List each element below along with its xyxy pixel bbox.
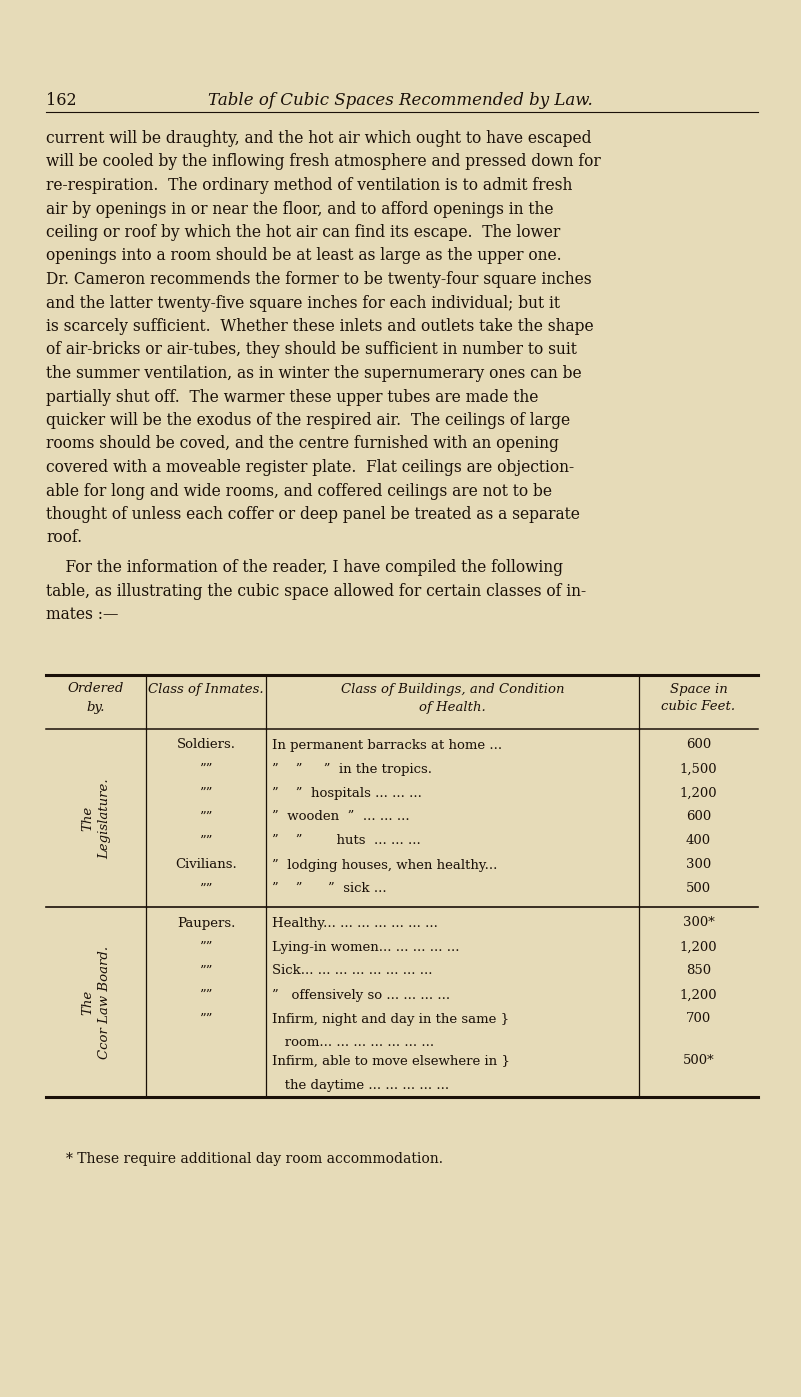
Text: Infirm, able to move elsewhere in }: Infirm, able to move elsewhere in }	[272, 1055, 510, 1067]
Text: rooms should be coved, and the centre furnished with an opening: rooms should be coved, and the centre fu…	[46, 436, 559, 453]
Text: ceiling or roof by which the hot air can find its escape.  The lower: ceiling or roof by which the hot air can…	[46, 224, 560, 242]
Text: air by openings in or near the floor, and to afford openings in the: air by openings in or near the floor, an…	[46, 201, 553, 218]
Text: ”    ”        huts  ... ... ...: ” ” huts ... ... ...	[272, 834, 421, 848]
Text: In permanent barracks at home ...: In permanent barracks at home ...	[272, 739, 502, 752]
Text: ””: ””	[199, 940, 213, 954]
Text: ”   offensively so ... ... ... ...: ” offensively so ... ... ... ...	[272, 989, 450, 1002]
Text: the daytime ... ... ... ... ...: the daytime ... ... ... ... ...	[272, 1078, 449, 1091]
Text: ””: ””	[199, 989, 213, 1002]
Text: 1,200: 1,200	[680, 989, 718, 1002]
Text: 300: 300	[686, 859, 711, 872]
Text: Table of Cubic Spaces Recommended by Law.: Table of Cubic Spaces Recommended by Law…	[207, 92, 593, 109]
Text: Lying-in women... ... ... ... ...: Lying-in women... ... ... ... ...	[272, 940, 460, 954]
Text: quicker will be the exodus of the respired air.  The ceilings of large: quicker will be the exodus of the respir…	[46, 412, 570, 429]
Text: mates :—: mates :—	[46, 606, 119, 623]
Text: ””: ””	[199, 883, 213, 895]
Text: ”    ”     ”  in the tropics.: ” ” ” in the tropics.	[272, 763, 432, 775]
Text: is scarcely sufficient.  Whether these inlets and outlets take the shape: is scarcely sufficient. Whether these in…	[46, 319, 594, 335]
Text: 1,200: 1,200	[680, 940, 718, 954]
Text: current will be draughty, and the hot air which ought to have escaped: current will be draughty, and the hot ai…	[46, 130, 591, 147]
Text: ”    ”      ”  sick ...: ” ” ” sick ...	[272, 883, 387, 895]
Text: Class of Buildings, and Condition
of Health.: Class of Buildings, and Condition of Hea…	[340, 683, 564, 714]
Text: 300*: 300*	[682, 916, 714, 929]
Text: The
Legislature.: The Legislature.	[81, 778, 111, 859]
Text: will be cooled by the inflowing fresh atmosphere and pressed down for: will be cooled by the inflowing fresh at…	[46, 154, 601, 170]
Text: partially shut off.  The warmer these upper tubes are made the: partially shut off. The warmer these upp…	[46, 388, 538, 405]
Text: 700: 700	[686, 1013, 711, 1025]
Text: Civilians.: Civilians.	[175, 859, 237, 872]
Text: The
Ccor Law Board.: The Ccor Law Board.	[81, 946, 111, 1059]
Text: ””: ””	[199, 810, 213, 823]
Text: covered with a moveable register plate.  Flat ceilings are objection-: covered with a moveable register plate. …	[46, 460, 574, 476]
Text: thought of unless each coffer or deep panel be treated as a separate: thought of unless each coffer or deep pa…	[46, 506, 580, 522]
Text: 850: 850	[686, 964, 711, 978]
Text: Sick... ... ... ... ... ... ... ...: Sick... ... ... ... ... ... ... ...	[272, 964, 433, 978]
Text: 162: 162	[46, 92, 77, 109]
Text: re-respiration.  The ordinary method of ventilation is to admit fresh: re-respiration. The ordinary method of v…	[46, 177, 573, 194]
Text: table, as illustrating the cubic space allowed for certain classes of in-: table, as illustrating the cubic space a…	[46, 583, 586, 599]
Text: ”    ”  hospitals ... ... ...: ” ” hospitals ... ... ...	[272, 787, 422, 799]
Text: able for long and wide rooms, and coffered ceilings are not to be: able for long and wide rooms, and coffer…	[46, 482, 552, 500]
Text: Space in
cubic Feet.: Space in cubic Feet.	[662, 683, 735, 714]
Text: the summer ventilation, as in winter the supernumerary ones can be: the summer ventilation, as in winter the…	[46, 365, 582, 381]
Text: Infirm, night and day in the same }: Infirm, night and day in the same }	[272, 1013, 509, 1025]
Text: ””: ””	[199, 964, 213, 978]
Text: ”  lodging houses, when healthy...: ” lodging houses, when healthy...	[272, 859, 497, 872]
Text: 600: 600	[686, 810, 711, 823]
Text: openings into a room should be at least as large as the upper one.: openings into a room should be at least …	[46, 247, 562, 264]
Text: 1,500: 1,500	[680, 763, 718, 775]
Text: 500: 500	[686, 883, 711, 895]
Text: 500*: 500*	[682, 1055, 714, 1067]
Text: ””: ””	[199, 763, 213, 775]
Text: Class of Inmates.: Class of Inmates.	[148, 683, 264, 696]
Text: ””: ””	[199, 787, 213, 799]
Text: ””: ””	[199, 1013, 213, 1025]
Text: Healthy... ... ... ... ... ... ...: Healthy... ... ... ... ... ... ...	[272, 916, 438, 929]
Text: 400: 400	[686, 834, 711, 848]
Text: ”  wooden  ”  ... ... ...: ” wooden ” ... ... ...	[272, 810, 409, 823]
Text: of air-bricks or air-tubes, they should be sufficient in number to suit: of air-bricks or air-tubes, they should …	[46, 341, 577, 359]
Text: Soldiers.: Soldiers.	[176, 739, 235, 752]
Text: 600: 600	[686, 739, 711, 752]
Text: and the latter twenty-five square inches for each individual; but it: and the latter twenty-five square inches…	[46, 295, 560, 312]
Text: room... ... ... ... ... ... ...: room... ... ... ... ... ... ...	[272, 1037, 434, 1049]
Text: * These require additional day room accommodation.: * These require additional day room acco…	[66, 1151, 443, 1165]
Text: ””: ””	[199, 834, 213, 848]
Text: Ordered
by.: Ordered by.	[68, 683, 124, 714]
Text: For the information of the reader, I have compiled the following: For the information of the reader, I hav…	[46, 559, 563, 576]
Text: roof.: roof.	[46, 529, 83, 546]
Text: Dr. Cameron recommends the former to be twenty-four square inches: Dr. Cameron recommends the former to be …	[46, 271, 592, 288]
Text: 1,200: 1,200	[680, 787, 718, 799]
Text: Paupers.: Paupers.	[177, 916, 235, 929]
